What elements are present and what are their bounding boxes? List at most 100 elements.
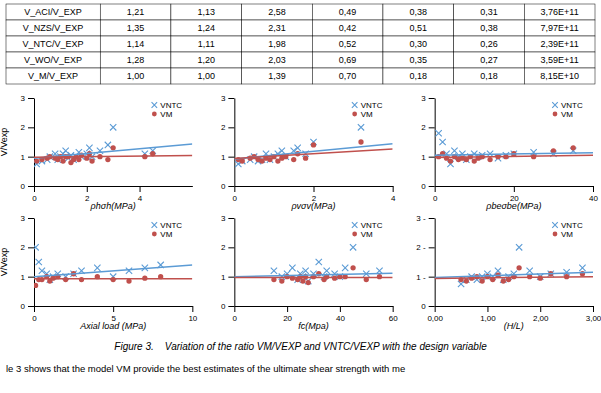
tick-label: 1 - [416, 273, 426, 282]
table-cell [242, 4, 313, 20]
table-cell [454, 36, 525, 52]
legend-symbol [352, 222, 358, 228]
y-axis: 0123 [421, 94, 435, 191]
trend-line [234, 149, 392, 158]
point [300, 278, 305, 283]
point [34, 158, 39, 163]
table-cell [100, 4, 171, 20]
tick: 2 [221, 123, 234, 132]
tick-mark [435, 306, 436, 312]
table-text: 0,18 [480, 71, 498, 81]
table-cell [524, 68, 595, 84]
table-text: 0,38 [410, 7, 428, 17]
trend-line [234, 273, 392, 277]
legend-label: VM [361, 230, 373, 239]
table-text: 0,31 [480, 7, 498, 17]
point [105, 157, 110, 162]
tick: 0 [21, 302, 34, 311]
x-axis-label: Axial load (MPa) [79, 321, 146, 331]
marks [234, 124, 392, 167]
legend-symbol [552, 102, 558, 108]
tick: 1 [421, 153, 434, 162]
table-cell [6, 4, 100, 20]
table-cell [6, 20, 100, 36]
table-text: 3,59E+11 [541, 55, 579, 65]
table-text: 3,76E+11 [541, 7, 579, 17]
table-text: V_NZS/V_EXP [23, 23, 84, 33]
tick: 10 [188, 306, 197, 323]
tick-label: 0 [32, 194, 37, 203]
tick-label: 0 [421, 302, 426, 311]
tick-label: 3 - [416, 214, 426, 223]
tick-mark [34, 186, 35, 192]
point [316, 259, 322, 265]
axis-line [35, 186, 193, 187]
trend-line [435, 155, 593, 157]
tick: 20 [283, 306, 292, 323]
legend-symbol [152, 102, 158, 108]
tick-mark [487, 306, 488, 312]
point [291, 157, 296, 162]
table-cell [100, 52, 171, 68]
tick: 3 - [416, 214, 434, 223]
tick-mark [28, 218, 34, 219]
point [271, 268, 277, 274]
tick: 0 [21, 182, 34, 191]
tick-label: 0 [21, 182, 26, 191]
point [105, 142, 111, 148]
table-text: 0,69 [339, 55, 357, 65]
tick-mark [28, 247, 34, 248]
point [358, 124, 364, 130]
point [480, 278, 485, 283]
tick-label: 1 [421, 153, 426, 162]
x-axis-label: ρhσh(MPa) [90, 201, 136, 211]
tick: 1 [221, 153, 234, 162]
legend: VNTCVM [552, 221, 583, 239]
marks [234, 244, 392, 285]
table-cell [454, 52, 525, 68]
table-text: 0,51 [410, 23, 428, 33]
legend-symbol [152, 232, 157, 237]
table-cell [454, 68, 525, 84]
tick-mark [429, 218, 435, 219]
tick: 2 [221, 243, 234, 252]
point [503, 152, 509, 158]
tick-label: 0 [221, 182, 226, 191]
plot: 05100123VNTCVMAxial load (MPa)V/Vexp [0, 214, 198, 331]
tick-label: 0 [221, 302, 226, 311]
trend-line [234, 144, 392, 159]
tick-mark [228, 157, 234, 158]
legend-label: VM [160, 230, 172, 239]
table-text: 0,70 [339, 71, 357, 81]
legend-label: VNTC [561, 101, 583, 110]
tick-label: 0 [233, 194, 238, 203]
tick-mark [429, 277, 435, 278]
table-text: 2,03 [268, 55, 286, 65]
tick-label: 2 [85, 194, 90, 203]
legend-symbol [352, 102, 358, 108]
tick-mark [429, 186, 435, 187]
point [294, 145, 300, 151]
tick-mark [429, 247, 435, 248]
tick: 2 [21, 123, 34, 132]
point [306, 280, 311, 285]
point [289, 265, 295, 271]
tick: 0 [32, 186, 37, 203]
tick-label: 4 [391, 194, 396, 203]
trend-line [435, 272, 593, 277]
tick-mark [429, 127, 435, 128]
point [377, 274, 382, 279]
legend: VNTCVM [152, 221, 183, 239]
tick-label: 2,00 [533, 314, 549, 323]
point [279, 148, 285, 154]
trend-line [435, 277, 593, 279]
legend: VNTCVM [552, 101, 583, 119]
marks [435, 244, 593, 287]
table-text: 0,27 [480, 55, 498, 65]
plot: 020400123VNTCVMρbeσbe(MPa) [421, 94, 598, 211]
tick: 4 [391, 186, 396, 203]
tick-label: 1 [221, 273, 226, 282]
x-axis-label: fc(Mpa) [298, 321, 329, 331]
point [342, 265, 348, 271]
trend-line [34, 144, 192, 158]
